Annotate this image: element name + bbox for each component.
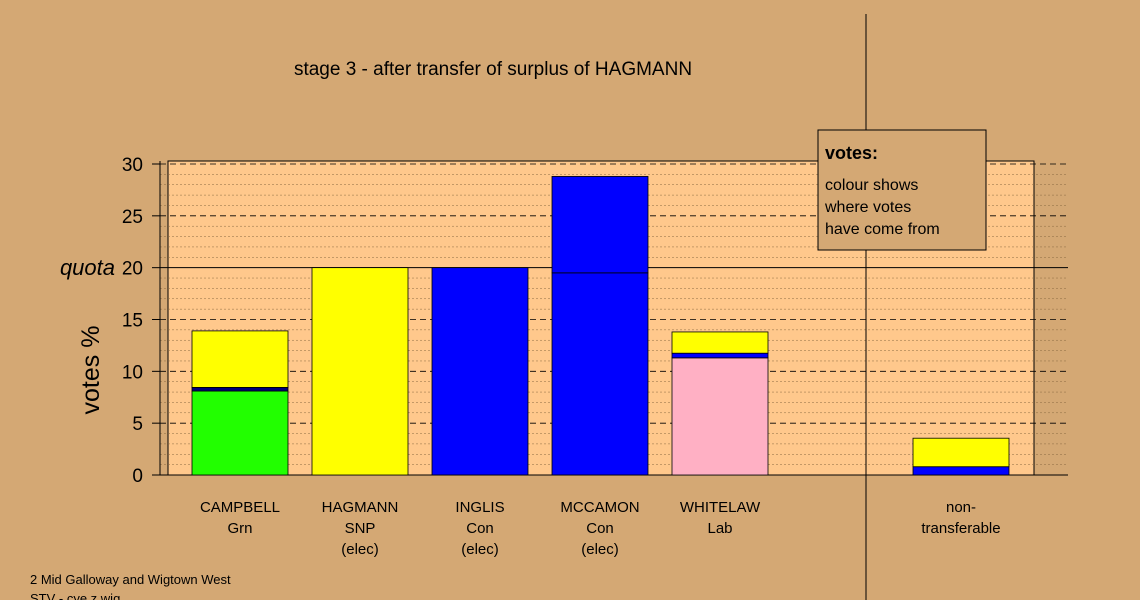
bar-segment	[912, 466, 1010, 476]
chart-title: stage 3 - after transfer of surplus of H…	[294, 59, 692, 80]
legend-title: votes:	[825, 143, 878, 163]
category-label: Con	[586, 520, 614, 537]
bar-segment	[671, 357, 769, 476]
y-tick-label: 15	[122, 311, 143, 332]
footer-line-2: STV - cye z wig	[30, 591, 120, 600]
y-tick-label: 10	[122, 362, 143, 383]
bar-segment	[311, 267, 409, 476]
y-ticks: 0 5 10 15 20 25 30	[122, 155, 160, 487]
legend-line-2: where votes	[824, 199, 911, 216]
category-label: MCCAMON	[560, 499, 639, 516]
legend-box	[817, 129, 987, 251]
category-label: (elec)	[581, 541, 619, 558]
category-label: non-	[946, 499, 976, 516]
category-label: INGLIS	[455, 499, 504, 516]
category-label: (elec)	[341, 541, 379, 558]
y-tick-label: 5	[132, 414, 143, 435]
category-label: SNP	[345, 520, 376, 537]
bar-segment	[431, 267, 529, 476]
y-tick-label: 0	[132, 466, 143, 487]
bar-segment	[671, 352, 769, 359]
y-axis-label: votes %	[77, 326, 105, 415]
legend-line-3: have come from	[825, 221, 940, 238]
bars	[191, 176, 1010, 476]
bar-segment	[551, 272, 649, 476]
bar-segment	[191, 390, 289, 476]
bar-segment	[912, 437, 1010, 468]
category-label: CAMPBELL	[200, 499, 280, 516]
category-label: (elec)	[461, 541, 499, 558]
bar-segment	[191, 330, 289, 388]
quota-label: quota	[60, 255, 115, 280]
category-labels: CAMPBELL Grn HAGMANN SNP (elec) INGLIS Con (ele…	[200, 499, 1001, 558]
category-label: HAGMANN	[322, 499, 399, 516]
bar-segment	[551, 176, 649, 274]
category-label: WHITELAW	[680, 499, 761, 516]
bar-segment	[671, 331, 769, 354]
legend: votes: colour shows where votes have com…	[817, 129, 987, 251]
y-tick-label: 30	[122, 155, 143, 176]
y-tick-label: 25	[122, 207, 143, 228]
bar-segment	[191, 387, 289, 392]
footer-line-1: 2 Mid Galloway and Wigtown West	[30, 572, 231, 587]
category-label: Lab	[707, 520, 732, 537]
y-tick-label: 20	[122, 259, 143, 280]
category-label: Con	[466, 520, 494, 537]
category-label: Grn	[227, 520, 252, 537]
category-label: transferable	[921, 520, 1000, 537]
legend-line-1: colour shows	[825, 177, 918, 194]
